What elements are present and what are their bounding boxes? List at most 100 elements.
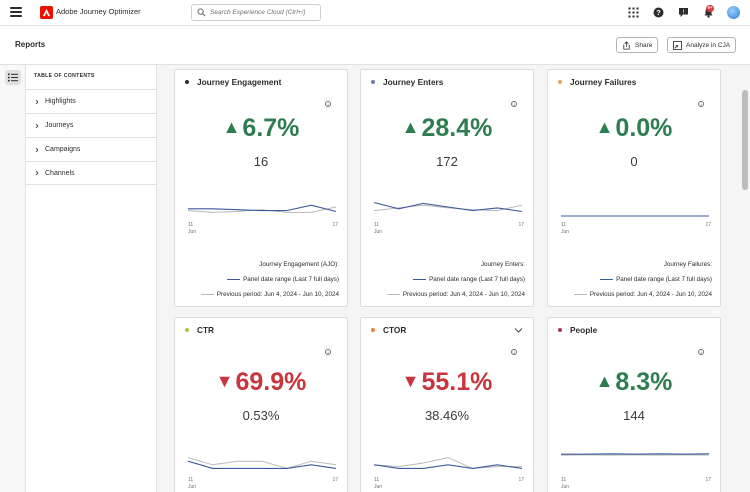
chevron-down-icon[interactable] (514, 327, 523, 334)
chevron-right-icon (35, 123, 39, 128)
notification-badge: 9+ (706, 5, 715, 12)
info-icon[interactable]: i (698, 101, 704, 107)
axis-end-day: 17 (705, 477, 711, 483)
metric-card-ctr[interactable]: CTR i ▼69.9% 0.53% 11 Jun 17 (174, 317, 348, 492)
info-icon[interactable]: i (511, 101, 517, 107)
toc-toggle-button[interactable] (5, 70, 21, 85)
toc-title: TABLE OF CONTENTS (34, 73, 95, 79)
arrow-up-icon: ▲ (595, 117, 614, 137)
legend-title: Journey Engagement (AJO): (259, 261, 339, 268)
metric-card-ctor[interactable]: CTOR i ▼55.1% 38.46% 11 Jun 17 (360, 317, 534, 492)
percent-change-value: 55.1% (421, 368, 493, 396)
app-title[interactable]: Adobe Journey Optimizer (56, 7, 141, 16)
info-icon[interactable]: i (325, 349, 331, 355)
current-period-line (187, 460, 337, 469)
chart-legend: Journey Engagement (AJO): Panel date ran… (200, 257, 339, 302)
info-icon[interactable]: i (511, 349, 517, 355)
left-rail (0, 65, 26, 492)
percent-change: ▲0.0% (548, 114, 720, 143)
adobe-logo-icon[interactable] (40, 6, 53, 19)
sparkline-chart (373, 201, 523, 213)
legend-title: Journey Enters: (480, 261, 525, 268)
series-dot (371, 328, 375, 332)
legend-previous-label: Previous period: Jun 4, 2024 - Jun 10, 2… (216, 291, 339, 298)
axis-start-day: 11 (561, 222, 567, 228)
metric-value: 0.53% (242, 408, 280, 423)
percent-change: ▼69.9% (175, 368, 347, 397)
card-header: CTR (185, 325, 214, 335)
toc-item-channels[interactable]: Channels (26, 161, 156, 185)
feedback-icon[interactable]: ! (678, 7, 689, 18)
axis-start-month: Jun (561, 484, 570, 490)
search-box[interactable] (191, 4, 321, 21)
axis-start-day: 11 (561, 477, 567, 483)
percent-change-value: 6.7% (242, 114, 300, 142)
chart-legend: Journey Failures: Panel date range (Last… (573, 257, 712, 302)
card-title: Journey Engagement (197, 77, 282, 87)
toc-item-highlights[interactable]: Highlights (26, 89, 156, 113)
report-content: Journey Engagement i ▲6.7% 16 11 Jun 17 J… (157, 65, 740, 492)
axis-end-day: 17 (705, 222, 711, 228)
toc-item-label: Channels (45, 169, 75, 177)
toc-item-label: Journeys (45, 122, 74, 129)
arrow-down-icon: ▼ (215, 371, 234, 391)
percent-change: ▲6.7% (175, 114, 347, 143)
toc-list: Highlights Journeys Campaigns Channels (26, 89, 156, 185)
axis-start-month: Jun (561, 229, 570, 235)
legend-previous: Previous period: Jun 4, 2024 - Jun 10, 2… (573, 287, 712, 302)
metric-card-journey-enters[interactable]: Journey Enters i ▲28.4% 172 11 Jun 17 Jou… (360, 69, 534, 307)
sparkline-chart (187, 204, 337, 213)
legend-previous-label: Previous period: Jun 4, 2024 - Jun 10, 2… (402, 291, 525, 298)
card-header: Journey Failures (558, 77, 636, 87)
axis-start-day: 11 (374, 477, 380, 483)
legend-previous: Previous period: Jun 4, 2024 - Jun 10, 2… (386, 287, 525, 302)
info-icon[interactable]: i (325, 101, 331, 107)
share-icon (623, 40, 630, 50)
search-input[interactable] (210, 9, 320, 16)
app-grid-icon[interactable] (628, 7, 639, 18)
chevron-right-icon (35, 99, 39, 104)
table-of-contents: TABLE OF CONTENTS Highlights Journeys Ca… (26, 65, 157, 492)
toc-item-campaigns[interactable]: Campaigns (26, 137, 156, 161)
legend-current: Panel date range (Last 7 full days) (201, 272, 339, 287)
percent-change: ▲28.4% (361, 114, 533, 143)
analyze-in-cja-button[interactable]: Analyze in CJA (667, 37, 737, 53)
arrow-down-icon: ▼ (401, 371, 420, 391)
axis-end-day: 17 (332, 477, 338, 483)
card-title: CTR (197, 325, 215, 335)
help-icon[interactable]: ? (653, 7, 664, 18)
axis-start-month: Jun (188, 229, 197, 235)
percent-change-value: 69.9% (235, 368, 307, 396)
metric-value: 0 (630, 154, 638, 169)
info-icon[interactable]: i (698, 349, 704, 355)
avatar[interactable] (727, 6, 740, 19)
arrow-up-icon: ▲ (595, 371, 614, 391)
vertical-scrollbar[interactable] (740, 65, 750, 492)
legend-current: Panel date range (Last 7 full days) (387, 272, 525, 287)
current-period-line (373, 201, 523, 213)
menu-icon[interactable] (10, 7, 22, 19)
sparkline-chart (561, 215, 709, 217)
card-header: People (558, 325, 597, 335)
series-dot (185, 80, 189, 84)
share-label: Share (635, 41, 653, 49)
card-title: CTOR (383, 325, 407, 335)
card-header: Journey Enters (371, 77, 443, 87)
card-header: CTOR (371, 325, 406, 335)
page-title: Reports (15, 40, 46, 49)
legend-current-label: Panel date range (Last 7 full days) (429, 276, 525, 283)
axis-end-day: 17 (518, 477, 524, 483)
percent-change-value: 0.0% (615, 114, 673, 142)
scrollbar-thumb[interactable] (742, 90, 748, 190)
analyze-label: Analyze in CJA (686, 41, 731, 49)
share-button[interactable]: Share (616, 37, 659, 53)
card-title: Journey Enters (383, 77, 444, 87)
metric-card-journey-failures[interactable]: Journey Failures i ▲0.0% 0 11 Jun 17 Jour… (547, 69, 721, 307)
toc-item-journeys[interactable]: Journeys (26, 113, 156, 137)
sparkline-chart (560, 453, 710, 456)
svg-text:!: ! (683, 9, 685, 15)
metric-card-journey-engagement[interactable]: Journey Engagement i ▲6.7% 16 11 Jun 17 J… (174, 69, 348, 307)
metric-card-people[interactable]: People i ▲8.3% 144 11 Jun 17 (547, 317, 721, 492)
axis-start-day: 11 (374, 222, 380, 228)
page-header: Reports Share Analyze in CJA (0, 26, 750, 65)
